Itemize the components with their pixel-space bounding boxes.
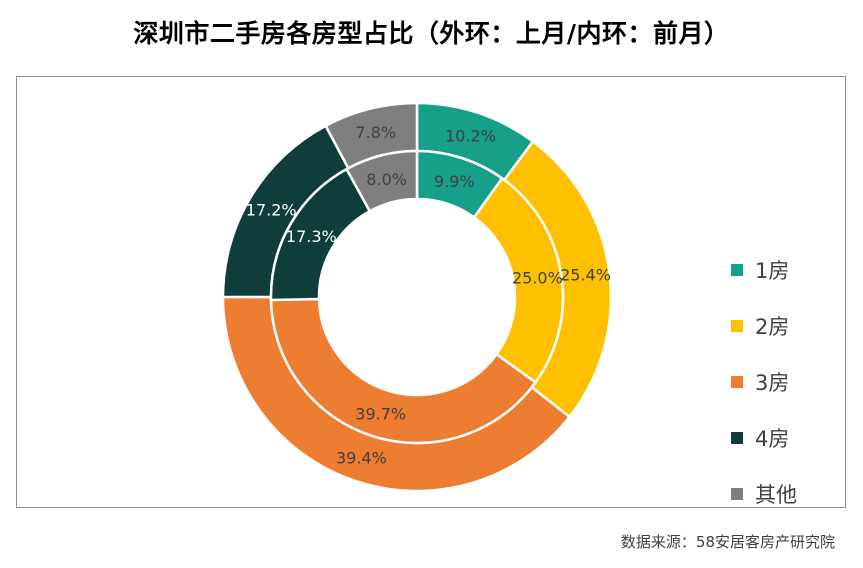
- nested-donut-chart: 10.2% 25.4% 39.4% 17.2% 7.8% 9.9% 25.0% 39.7% 17…: [221, 101, 613, 493]
- chart-title: 深圳市二手房各房型占比（外环：上月/内环：前月）: [133, 19, 730, 48]
- legend-item-4-room: 4房: [731, 410, 797, 466]
- legend-label: 3房: [755, 371, 790, 395]
- inner-ring-label-4: 17.3%: [286, 227, 337, 246]
- legend-swatch: [731, 320, 743, 332]
- legend-swatch: [731, 432, 743, 444]
- inner-ring-label-5: 8.0%: [366, 170, 407, 189]
- inner-ring-label-2: 25.0%: [512, 268, 563, 287]
- inner-ring-label-1: 9.9%: [434, 172, 475, 191]
- inner-ring-label-3: 39.7%: [355, 404, 406, 423]
- outer-ring-label-5: 7.8%: [355, 123, 396, 142]
- legend: 1房 2房 3房 4房 其他: [731, 242, 797, 522]
- legend-swatch: [731, 376, 743, 388]
- outer-ring-label-3: 39.4%: [336, 449, 387, 468]
- legend-label: 4房: [755, 427, 790, 451]
- outer-ring-label-2: 25.4%: [560, 266, 611, 285]
- legend-item-other: 其他: [731, 466, 797, 522]
- inner-ring-slice-5: [344, 149, 419, 213]
- outer-ring-label-4: 17.2%: [246, 201, 297, 220]
- legend-swatch: [731, 264, 743, 276]
- data-source-note: 数据来源：58安居客房产研究院: [620, 533, 835, 551]
- legend-swatch: [731, 488, 743, 500]
- chart-area: 10.2% 25.4% 39.4% 17.2% 7.8% 9.9% 25.0% 39.7% 17…: [16, 76, 846, 508]
- legend-label: 1房: [755, 259, 790, 283]
- legend-label: 2房: [755, 315, 790, 339]
- legend-item-3-room: 3房: [731, 354, 797, 410]
- legend-item-2-room: 2房: [731, 298, 797, 354]
- inner-ring-slice-3: [269, 297, 538, 445]
- outer-ring-label-1: 10.2%: [445, 127, 496, 146]
- legend-label: 其他: [755, 483, 797, 507]
- legend-item-1-room: 1房: [731, 242, 797, 298]
